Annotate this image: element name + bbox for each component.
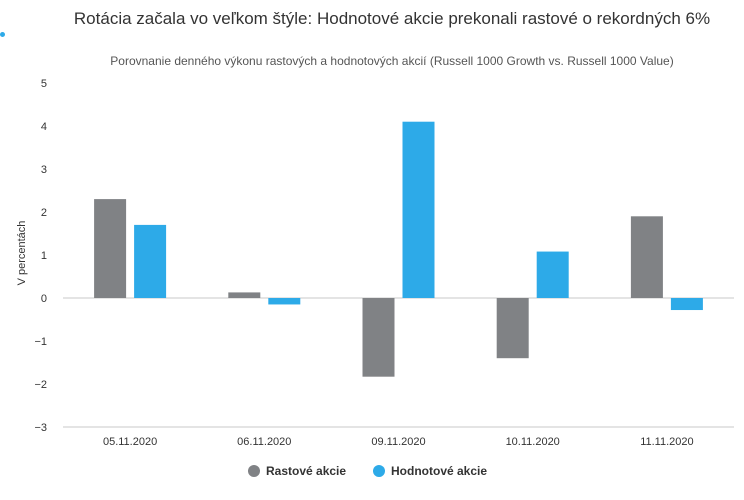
y-tick-label: −3 (34, 422, 47, 434)
y-axis-label: V percentách (16, 221, 28, 286)
legend-item-value[interactable]: Hodnotové akcie (373, 464, 487, 478)
bar-value-4[interactable] (536, 251, 569, 298)
legend-label: Hodnotové akcie (391, 464, 487, 478)
x-tick-label: 05.11.2020 (103, 436, 157, 448)
legend-item-growth[interactable]: Rastové akcie (248, 464, 346, 478)
bar-value-3[interactable] (402, 121, 435, 298)
bar-growth-2[interactable] (228, 292, 261, 298)
legend[interactable]: Rastové akcie Hodnotové akcie (248, 464, 487, 478)
y-tick-label: −1 (34, 336, 47, 348)
bar-value-1[interactable] (134, 224, 167, 298)
y-tick-label: 5 (41, 78, 47, 90)
bars (94, 121, 703, 377)
bar-value-2[interactable] (268, 298, 301, 305)
chart-subtitle: Porovnanie denného výkonu rastových a ho… (110, 54, 674, 68)
bar-growth-5[interactable] (630, 216, 663, 298)
y-tick-label: 2 (41, 207, 47, 219)
bar-growth-3[interactable] (362, 298, 395, 377)
y-tick-label: 3 (41, 164, 47, 176)
y-tick-label: 4 (41, 121, 47, 133)
chart-title: Rotácia začala vo veľkom štýle: Hodnotov… (73, 9, 711, 28)
y-tick-label: 0 (41, 293, 47, 305)
legend-marker (248, 465, 260, 477)
bar-value-5[interactable] (670, 298, 703, 311)
x-tick-label: 10.11.2020 (506, 436, 560, 448)
bar-growth-4[interactable] (496, 298, 529, 359)
legend-label: Rastové akcie (266, 464, 346, 478)
x-tick-label: 09.11.2020 (371, 436, 425, 448)
y-tick-label: 1 (41, 250, 47, 262)
y-axis: 5 4 3 2 1 0 −1 −2 −3 (34, 78, 47, 434)
accent-dot (0, 32, 5, 37)
x-tick-label: 11.11.2020 (640, 436, 693, 448)
y-tick-label: −2 (34, 379, 47, 391)
x-axis-labels: 05.11.2020 06.11.2020 09.11.2020 10.11.2020… (103, 436, 694, 448)
legend-marker (373, 465, 385, 477)
x-tick-label: 06.11.2020 (237, 436, 291, 448)
bar-growth-1[interactable] (94, 199, 127, 298)
